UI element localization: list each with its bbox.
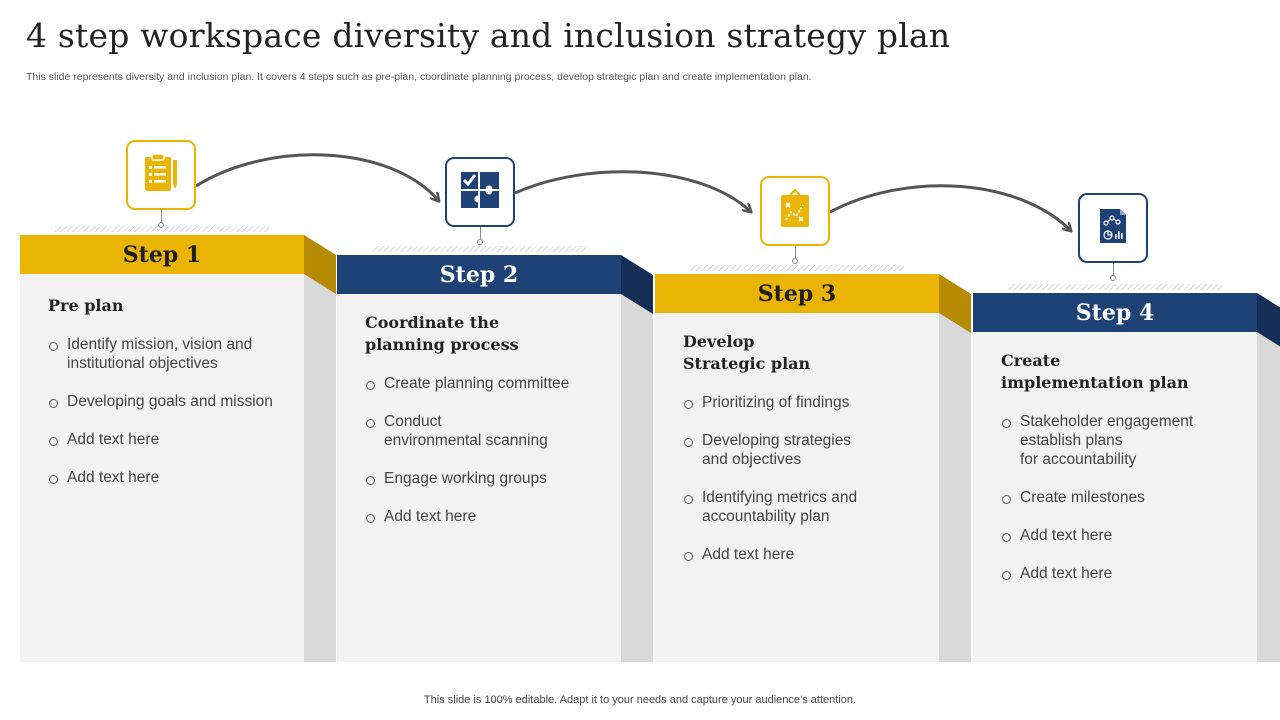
step-2-label: Step 2 (337, 255, 621, 294)
step-2-pin-line (480, 227, 481, 239)
step-4-bullet-list: Stakeholder engagement establish plans f… (1001, 412, 1251, 583)
step-2-bullet-list: Create planning committee Conduct environ… (365, 374, 615, 526)
slide-title: 4 step workspace diversity and inclusion… (26, 16, 951, 55)
analytics-report-icon (1098, 207, 1128, 250)
step-1-bullet-list: Identify mission, vision and institution… (48, 335, 298, 487)
step-2-bullet: Conduct environmental scanning (365, 412, 615, 450)
step-1-icon-box (126, 140, 196, 210)
strategy-board-icon (778, 188, 812, 235)
connector-arrow-3-4 (829, 184, 1070, 230)
step-2-content: Coordinate the planning process Create pl… (365, 312, 615, 545)
step-2-icon-box (445, 157, 515, 227)
step-4-pin-dot (1110, 275, 1116, 281)
step-1-pin-dot (158, 222, 164, 228)
step-3-pin-line (795, 246, 796, 258)
step-1-card (20, 274, 304, 662)
step-1-content: Pre plan Identify mission, vision and ins… (48, 295, 298, 506)
step-4-pin-line (1113, 263, 1114, 275)
step-4-content: Create implementation plan Stakeholder en… (1001, 350, 1251, 602)
step-4-card (973, 332, 1257, 662)
clipboard-icon (142, 152, 180, 199)
step-3-bullet: Identifying metrics and accountability p… (683, 488, 933, 526)
step-4-bullet: Create milestones (1001, 488, 1251, 507)
step-3-bullet: Prioritizing of findings (683, 393, 933, 412)
step-3-bullet-list: Prioritizing of findings Developing strat… (683, 393, 933, 564)
slide-footer: This slide is 100% editable. Adapt it to… (423, 694, 857, 706)
step-4-icon-box (1078, 193, 1148, 263)
step-2-card-side (621, 294, 653, 662)
step-4-bullet: Stakeholder engagement establish plans f… (1001, 412, 1251, 469)
step-1-card-side (304, 274, 336, 662)
step-2-hatch-shadow (372, 246, 586, 252)
step-1-heading: Pre plan (48, 296, 124, 315)
step-4-hatch-shadow (1008, 284, 1222, 290)
step-2-bullet: Engage working groups (365, 469, 615, 488)
step-3-pin-dot (792, 258, 798, 264)
step-3-card-side (939, 313, 971, 662)
slide-subtitle: This slide represents diversity and incl… (26, 71, 812, 83)
step-3-icon-box (760, 176, 830, 246)
step-3-heading: Develop Strategic plan (683, 332, 811, 373)
step-3-header-fold (939, 274, 971, 333)
step-3-bullet: Add text here (683, 545, 933, 564)
step-3-label: Step 3 (655, 274, 939, 313)
puzzle-checkmark-icon (459, 170, 501, 215)
step-2-bullet: Create planning committee (365, 374, 615, 393)
step-1-header-fold (304, 235, 336, 294)
step-4-header-fold (1257, 293, 1280, 347)
step-4-heading: Create implementation plan (1001, 351, 1189, 392)
step-1-hatch-shadow (55, 226, 269, 232)
step-3-content: Develop Strategic plan Prioritizing of fi… (683, 331, 933, 583)
step-3-hatch-shadow (690, 265, 904, 271)
step-4-card-side (1257, 332, 1280, 662)
connector-arrow-2-3 (514, 170, 750, 211)
step-4-bullet: Add text here (1001, 526, 1251, 545)
step-3-card (655, 313, 939, 662)
step-2-pin-dot (477, 239, 483, 245)
step-1-bullet: Add text here (48, 468, 298, 487)
step-1-bullet: Developing goals and mission (48, 392, 298, 411)
step-2-card (337, 294, 621, 662)
step-2-bullet: Add text here (365, 507, 615, 526)
step-2-heading: Coordinate the planning process (365, 313, 519, 354)
step-1-bullet: Add text here (48, 430, 298, 449)
step-4-bullet: Add text here (1001, 564, 1251, 583)
step-1-pin-line (161, 210, 162, 222)
step-2-header-fold (621, 255, 653, 314)
step-3-bullet: Developing strategies and objectives (683, 431, 933, 469)
step-1-label: Step 1 (20, 235, 304, 274)
connector-arrow-1-2 (195, 153, 438, 200)
step-4-label: Step 4 (973, 293, 1257, 332)
step-1-bullet: Identify mission, vision and institution… (48, 335, 298, 373)
